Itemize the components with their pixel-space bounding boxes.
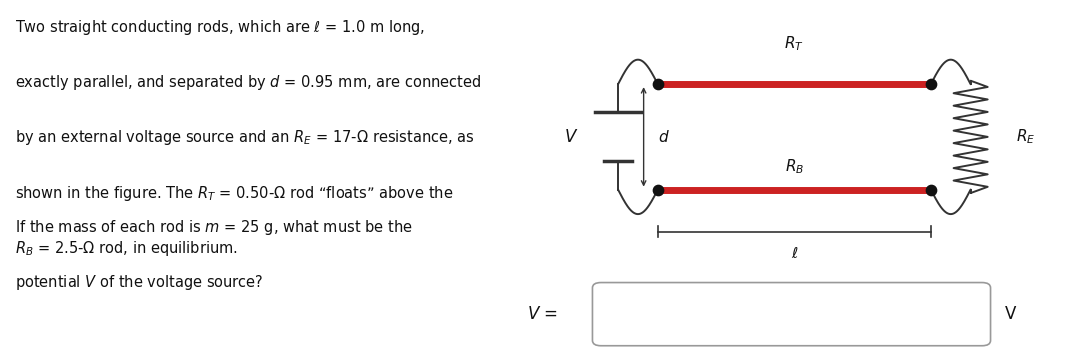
Text: If the mass of each rod is $m$ = 25 g, what must be the: If the mass of each rod is $m$ = 25 g, w… bbox=[15, 218, 413, 237]
Point bbox=[922, 81, 940, 87]
Text: $R_T$: $R_T$ bbox=[784, 34, 805, 53]
Point bbox=[649, 187, 666, 192]
Text: V: V bbox=[1004, 305, 1016, 323]
Text: $R_B$: $R_B$ bbox=[784, 157, 804, 176]
Text: exactly parallel, and separated by $d$ = 0.95 mm, are connected: exactly parallel, and separated by $d$ =… bbox=[15, 73, 482, 92]
Text: $\ell$: $\ell$ bbox=[791, 246, 798, 261]
Text: $R_B$ = 2.5-$\Omega$ rod, in equilibrium.: $R_B$ = 2.5-$\Omega$ rod, in equilibrium… bbox=[15, 239, 238, 258]
Text: $V$ =: $V$ = bbox=[527, 305, 558, 323]
Text: potential $V$ of the voltage source?: potential $V$ of the voltage source? bbox=[15, 273, 264, 292]
Point bbox=[922, 187, 940, 192]
Text: Two straight conducting rods, which are $\ell$ = 1.0 m long,: Two straight conducting rods, which are … bbox=[15, 18, 425, 37]
Text: $R_E$: $R_E$ bbox=[1016, 127, 1035, 146]
Text: $V$: $V$ bbox=[564, 128, 578, 146]
Text: $d$: $d$ bbox=[658, 129, 670, 145]
Text: shown in the figure. The $R_T$ = 0.50-$\Omega$ rod “floats” above the: shown in the figure. The $R_T$ = 0.50-$\… bbox=[15, 184, 454, 203]
Point bbox=[649, 81, 666, 87]
FancyBboxPatch shape bbox=[592, 283, 990, 346]
Text: by an external voltage source and an $R_E$ = 17-$\Omega$ resistance, as: by an external voltage source and an $R_… bbox=[15, 128, 474, 147]
